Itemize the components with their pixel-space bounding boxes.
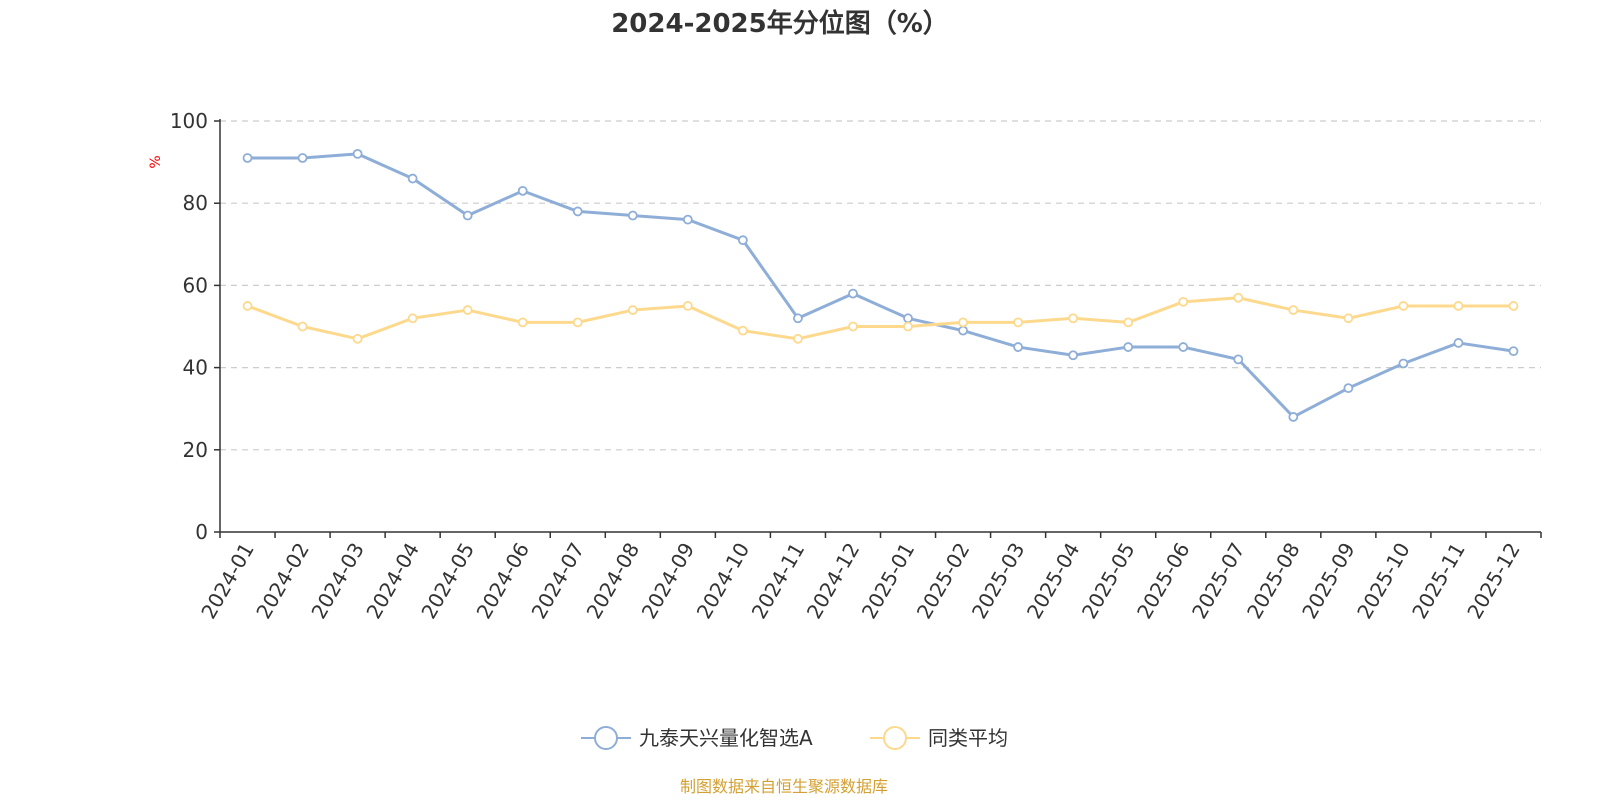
- series-lines: [242, 148, 1519, 422]
- legend-label: 九泰天兴量化智选A: [639, 726, 813, 750]
- data-point: [1288, 412, 1299, 422]
- data-point: [297, 321, 308, 332]
- data-point: [1398, 358, 1409, 369]
- data-point: [737, 325, 748, 336]
- data-point: [572, 317, 583, 328]
- y-tick-label: 0: [195, 520, 208, 544]
- data-point: [1068, 313, 1079, 324]
- x-tick-label: 2024-09: [637, 539, 700, 623]
- series-2: [242, 292, 1519, 344]
- x-tick-label: 2025-07: [1187, 539, 1250, 623]
- y-tick-label: 60: [183, 273, 208, 297]
- data-point: [407, 313, 418, 324]
- data-point: [517, 185, 528, 196]
- x-tick-label: 2024-04: [361, 539, 424, 623]
- data-point: [903, 313, 913, 324]
- data-point: [242, 153, 253, 163]
- grid-lines: [220, 120, 1541, 451]
- data-point: [903, 321, 913, 332]
- series-1: [242, 148, 1519, 422]
- data-point: [958, 317, 968, 328]
- data-point: [682, 301, 693, 311]
- data-point: [462, 305, 473, 315]
- x-tick-label: 2024-06: [471, 539, 534, 623]
- data-point: [462, 210, 473, 221]
- data-point: [517, 317, 528, 328]
- x-tick-label: 2025-04: [1022, 539, 1085, 623]
- x-tick-label: 2024-10: [692, 539, 755, 623]
- data-point: [297, 153, 308, 163]
- data-point: [1343, 313, 1354, 324]
- data-point: [1233, 292, 1244, 303]
- x-tick-label: 2024-08: [582, 539, 645, 623]
- data-point: [848, 321, 858, 332]
- legend-item-2[interactable]: 同类平均: [870, 726, 1008, 750]
- data-point: [1288, 305, 1299, 315]
- data-point: [1013, 317, 1024, 328]
- x-tick-label: 2025-06: [1132, 539, 1195, 623]
- data-point: [1178, 342, 1189, 352]
- chart-title: 2024-2025年分位图（%）: [611, 8, 949, 39]
- data-point: [958, 325, 968, 336]
- data-point: [848, 288, 858, 299]
- x-tick-label: 2025-09: [1297, 539, 1360, 623]
- data-point: [627, 210, 638, 221]
- source-note: 制图数据来自恒生聚源数据库: [680, 777, 888, 796]
- data-point: [1508, 346, 1519, 357]
- data-point: [737, 235, 748, 246]
- data-point: [1123, 317, 1134, 328]
- data-point: [627, 305, 638, 315]
- x-tick-label: 2024-02: [251, 539, 314, 623]
- y-tick-label: 100: [170, 109, 208, 133]
- data-point: [1343, 383, 1354, 394]
- x-tick-label: 2024-11: [747, 539, 810, 623]
- x-tick-label: 2024-07: [527, 539, 590, 623]
- legend-marker-icon: [594, 726, 618, 750]
- data-point: [1123, 342, 1134, 352]
- series-line: [247, 152, 1514, 419]
- data-point: [407, 173, 418, 184]
- axes: 0 20 40 60 80 100 2024-012024-022024-032024-04…: [170, 109, 1542, 623]
- y-tick-label: 20: [183, 438, 208, 462]
- series-line: [246, 296, 1514, 341]
- x-tick-label: 2025-05: [1077, 539, 1140, 623]
- y-axis-unit-label: %: [148, 155, 164, 168]
- data-point: [793, 333, 803, 344]
- x-tick-label: 2025-11: [1407, 539, 1470, 623]
- x-tick-label: 2025-02: [912, 539, 975, 623]
- y-tick-label: 80: [183, 191, 208, 215]
- data-point: [1233, 354, 1244, 365]
- x-tick-label: 2024-12: [802, 539, 865, 623]
- legend-marker-icon: [883, 726, 907, 750]
- data-point: [572, 206, 583, 217]
- x-tick-label: 2025-12: [1462, 539, 1525, 623]
- data-point: [1453, 338, 1464, 348]
- x-tick-label: 2025-08: [1242, 539, 1305, 623]
- data-point: [1398, 301, 1409, 311]
- x-tick-label: 2025-03: [967, 539, 1030, 623]
- x-tick-label: 2025-01: [857, 539, 920, 623]
- data-point: [1508, 301, 1519, 311]
- legend-label: 同类平均: [928, 726, 1008, 750]
- x-tick-label: 2024-05: [416, 539, 479, 623]
- data-point: [793, 313, 803, 324]
- data-point: [352, 333, 363, 344]
- x-tick-label: 2024-01: [196, 539, 259, 623]
- data-point: [682, 214, 693, 225]
- x-tick-label: 2025-10: [1352, 539, 1415, 623]
- data-point: [1178, 296, 1189, 307]
- y-tick-label: 40: [183, 356, 208, 380]
- data-point: [352, 148, 363, 159]
- data-point: [1013, 342, 1024, 352]
- data-point: [242, 301, 253, 311]
- x-tick-label: 2024-03: [306, 539, 369, 623]
- data-point: [1453, 301, 1464, 311]
- legend[interactable]: 九泰天兴量化智选A 同类平均: [581, 726, 1008, 750]
- legend-item-1[interactable]: 九泰天兴量化智选A: [581, 726, 813, 750]
- data-point: [1068, 350, 1079, 361]
